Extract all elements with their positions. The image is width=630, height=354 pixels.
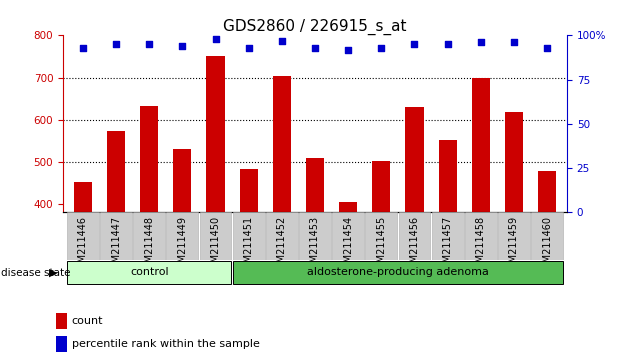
Bar xyxy=(207,56,225,212)
Text: count: count xyxy=(72,316,103,326)
Point xyxy=(210,36,220,42)
Point xyxy=(376,45,386,51)
Point xyxy=(177,43,187,49)
Text: GSM211453: GSM211453 xyxy=(310,216,320,275)
Bar xyxy=(538,171,556,212)
Bar xyxy=(134,212,165,260)
Bar xyxy=(505,112,523,212)
Bar xyxy=(100,212,132,260)
Bar xyxy=(531,212,563,260)
Text: control: control xyxy=(130,267,168,277)
Point xyxy=(310,45,320,51)
Point xyxy=(277,38,287,44)
Bar xyxy=(472,78,490,212)
Bar xyxy=(339,202,357,212)
Text: disease state: disease state xyxy=(1,268,70,278)
Text: GSM211457: GSM211457 xyxy=(443,216,452,275)
Bar xyxy=(266,212,298,260)
Point xyxy=(542,45,552,51)
Text: GSM211452: GSM211452 xyxy=(277,216,287,275)
Bar xyxy=(232,212,265,260)
Point xyxy=(410,41,420,47)
Text: GSM211460: GSM211460 xyxy=(542,216,552,275)
Bar xyxy=(365,212,398,260)
Text: percentile rank within the sample: percentile rank within the sample xyxy=(72,339,260,349)
Title: GDS2860 / 226915_s_at: GDS2860 / 226915_s_at xyxy=(223,19,407,35)
Bar xyxy=(465,212,496,260)
Text: GSM211458: GSM211458 xyxy=(476,216,486,275)
Bar xyxy=(299,212,331,260)
Point xyxy=(343,47,353,52)
Bar xyxy=(67,212,99,260)
Bar xyxy=(140,106,158,212)
Point xyxy=(111,41,121,47)
Text: GSM211459: GSM211459 xyxy=(509,216,519,275)
Bar xyxy=(239,169,258,212)
Text: GSM211447: GSM211447 xyxy=(111,216,121,275)
Text: aldosterone-producing adenoma: aldosterone-producing adenoma xyxy=(307,267,489,277)
Point xyxy=(144,41,154,47)
Point xyxy=(78,45,88,51)
Bar xyxy=(432,212,464,260)
Text: GSM211456: GSM211456 xyxy=(410,216,420,275)
Bar xyxy=(166,212,198,260)
Bar xyxy=(173,149,192,212)
Text: ▶: ▶ xyxy=(49,268,57,278)
Point xyxy=(509,40,519,45)
Bar xyxy=(405,107,423,212)
Text: GSM211446: GSM211446 xyxy=(78,216,88,275)
Point xyxy=(443,41,453,47)
Bar xyxy=(399,212,430,260)
Text: GSM211454: GSM211454 xyxy=(343,216,353,275)
Bar xyxy=(332,212,364,260)
Bar xyxy=(498,212,530,260)
Bar xyxy=(55,313,67,329)
Point xyxy=(244,45,254,51)
Bar xyxy=(372,161,391,212)
Bar xyxy=(55,336,67,352)
Point xyxy=(476,40,486,45)
Bar xyxy=(438,140,457,212)
Bar xyxy=(200,212,231,260)
Bar xyxy=(273,76,291,212)
Bar xyxy=(306,158,324,212)
Text: GSM211455: GSM211455 xyxy=(376,216,386,275)
Bar xyxy=(232,261,563,284)
Text: GSM211448: GSM211448 xyxy=(144,216,154,275)
Text: GSM211450: GSM211450 xyxy=(210,216,220,275)
Bar xyxy=(107,131,125,212)
Text: GSM211451: GSM211451 xyxy=(244,216,254,275)
Bar xyxy=(67,261,231,284)
Bar xyxy=(74,182,92,212)
Text: GSM211449: GSM211449 xyxy=(178,216,187,275)
